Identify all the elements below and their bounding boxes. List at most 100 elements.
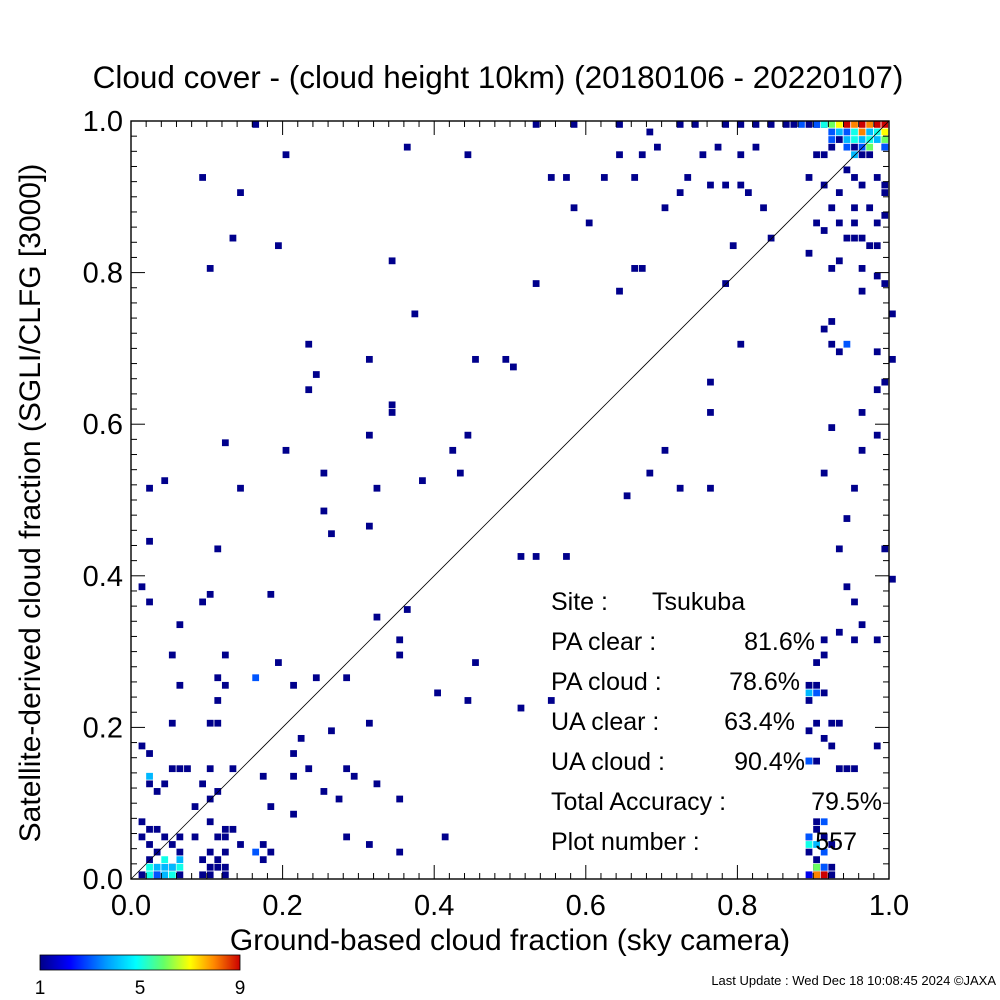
heatmap-cell bbox=[873, 128, 881, 136]
heatmap-cell bbox=[547, 697, 555, 704]
heatmap-cell bbox=[153, 848, 161, 856]
last-update-text: Last Update : Wed Dec 18 10:08:45 2024 ©… bbox=[711, 973, 996, 988]
heatmap-cell bbox=[600, 174, 608, 181]
heatmap-cell bbox=[396, 795, 404, 803]
heatmap-cell bbox=[729, 242, 737, 250]
heatmap-cell bbox=[229, 765, 237, 773]
heatmap-cell bbox=[813, 818, 820, 826]
heatmap-cell bbox=[889, 355, 896, 363]
heatmap-cell bbox=[881, 378, 889, 386]
heatmap-cell bbox=[388, 257, 396, 265]
heatmap-cell bbox=[820, 636, 828, 644]
heatmap-cell bbox=[851, 484, 858, 492]
heatmap-cell bbox=[828, 841, 836, 848]
heatmap-cells bbox=[138, 121, 896, 879]
heatmap-cell bbox=[805, 833, 813, 841]
heatmap-cell bbox=[206, 818, 214, 826]
heatmap-cell bbox=[835, 545, 843, 553]
heatmap-cell bbox=[146, 598, 153, 606]
heatmap-cell bbox=[161, 780, 169, 788]
stats-box: Site : Tsukuba PA clear : 81.6% PA cloud : 78… bbox=[551, 588, 882, 856]
heatmap-cell bbox=[191, 833, 199, 841]
x-tick-label: 0.0 bbox=[111, 890, 151, 922]
heatmap-cell bbox=[365, 841, 373, 848]
heatmap-cell bbox=[676, 189, 684, 196]
heatmap-cell bbox=[828, 340, 836, 348]
heatmap-cell bbox=[282, 446, 290, 454]
heatmap-cell bbox=[851, 128, 858, 136]
heatmap-cell bbox=[835, 136, 843, 143]
y-tick-label: 0.0 bbox=[83, 864, 123, 896]
heatmap-cell bbox=[517, 704, 525, 712]
heatmap-cell bbox=[873, 121, 881, 128]
heatmap-cell bbox=[805, 249, 813, 257]
heatmap-cell bbox=[373, 484, 381, 492]
heatmap-cell bbox=[161, 477, 169, 485]
heatmap-cell bbox=[146, 537, 153, 545]
heatmap-cell bbox=[813, 841, 820, 848]
heatmap-cell bbox=[881, 143, 889, 151]
heatmap-cell bbox=[237, 484, 244, 492]
stat-value: Tsukuba bbox=[652, 588, 745, 616]
reference-line-y-equals-x bbox=[130, 120, 890, 880]
heatmap-cell bbox=[472, 355, 479, 363]
heatmap-cell bbox=[176, 621, 184, 629]
heatmap-cell bbox=[153, 788, 161, 795]
heatmap-cell bbox=[858, 143, 866, 151]
heatmap-cell bbox=[532, 553, 540, 560]
heatmap-cell bbox=[767, 234, 775, 242]
heatmap-cell bbox=[858, 287, 866, 295]
heatmap-cell bbox=[851, 636, 858, 644]
heatmap-cell bbox=[858, 265, 866, 272]
heatmap-cell bbox=[828, 265, 836, 272]
heatmap-cell bbox=[737, 151, 745, 159]
heatmap-cell bbox=[835, 628, 843, 636]
heatmap-cell bbox=[275, 242, 282, 250]
heatmap-cell bbox=[737, 181, 745, 189]
heatmap-cell bbox=[221, 833, 229, 841]
heatmap-cell bbox=[820, 651, 828, 659]
heatmap-cell bbox=[532, 121, 540, 128]
heatmap-cell bbox=[828, 136, 836, 143]
heatmap-cell bbox=[396, 651, 404, 659]
y-tick-labels: 0.0 0.2 0.4 0.6 0.8 1.0 bbox=[83, 106, 123, 896]
heatmap-cell bbox=[176, 765, 184, 773]
heatmap-cell bbox=[820, 818, 828, 826]
heatmap-cell bbox=[365, 355, 373, 363]
heatmap-cell bbox=[820, 848, 828, 856]
heatmap-cell bbox=[851, 143, 858, 151]
heatmap-cell bbox=[873, 636, 881, 644]
heatmap-cell bbox=[161, 863, 169, 871]
heatmap-cell bbox=[350, 772, 358, 780]
heatmap-cell bbox=[873, 242, 881, 250]
heatmap-cell bbox=[858, 446, 866, 454]
heatmap-cell bbox=[305, 340, 313, 348]
heatmap-cell bbox=[373, 613, 381, 621]
heatmap-cell bbox=[661, 204, 669, 212]
heatmap-cell bbox=[328, 530, 335, 538]
x-tick-label: 0.8 bbox=[717, 890, 757, 922]
heatmap-cell bbox=[782, 121, 790, 128]
heatmap-cell bbox=[206, 871, 214, 879]
heatmap-cell bbox=[881, 545, 889, 553]
heatmap-cell bbox=[638, 151, 646, 159]
heatmap-cell bbox=[206, 765, 214, 773]
heatmap-cell bbox=[176, 681, 184, 689]
stat-label: Plot number : bbox=[551, 828, 700, 856]
heatmap-cell bbox=[221, 439, 229, 447]
heatmap-cell bbox=[199, 871, 206, 879]
stat-value: 557 bbox=[815, 828, 857, 856]
heatmap-cell bbox=[161, 871, 169, 879]
y-axis-label: Satellite-derived cloud fraction (SGLI/C… bbox=[14, 164, 47, 843]
heatmap-cell bbox=[722, 280, 730, 287]
heatmap-cell bbox=[858, 136, 866, 143]
heatmap-cell bbox=[881, 128, 889, 136]
heatmap-cell bbox=[699, 151, 707, 159]
heatmap-cell bbox=[146, 856, 153, 864]
heatmap-cell bbox=[828, 424, 836, 431]
heatmap-cell bbox=[146, 863, 153, 871]
heatmap-cell bbox=[851, 204, 858, 212]
heatmap-cell bbox=[411, 310, 419, 318]
heatmap-cell bbox=[843, 166, 851, 174]
heatmap-cell bbox=[532, 280, 540, 287]
